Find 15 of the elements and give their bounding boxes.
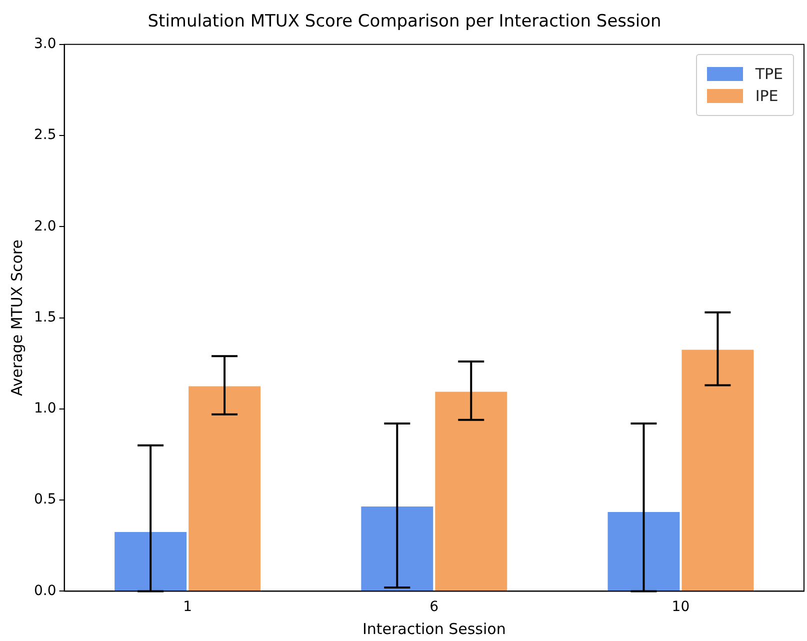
x-axis-title: Interaction Session [362,620,506,638]
y-tick-label: 3.0 [34,36,56,52]
chart-title: Stimulation MTUX Score Comparison per Interaction Session [148,12,662,32]
y-tick-label: 2.0 [34,218,56,234]
y-tick-label: 1.5 [34,309,56,326]
y-tick-label: 2.5 [34,127,56,144]
y-tick-label: 0.0 [34,582,56,599]
y-tick-label: 1.0 [34,400,56,417]
legend-label: IPE [755,87,778,106]
y-axis-title: Average MTUX Score [8,240,26,396]
x-tick-label: 10 [672,599,690,616]
x-tick-label: 6 [430,599,439,616]
legend-label: TPE [755,65,783,84]
y-tick-label: 0.5 [34,492,56,508]
x-tick-label: 1 [183,599,192,616]
